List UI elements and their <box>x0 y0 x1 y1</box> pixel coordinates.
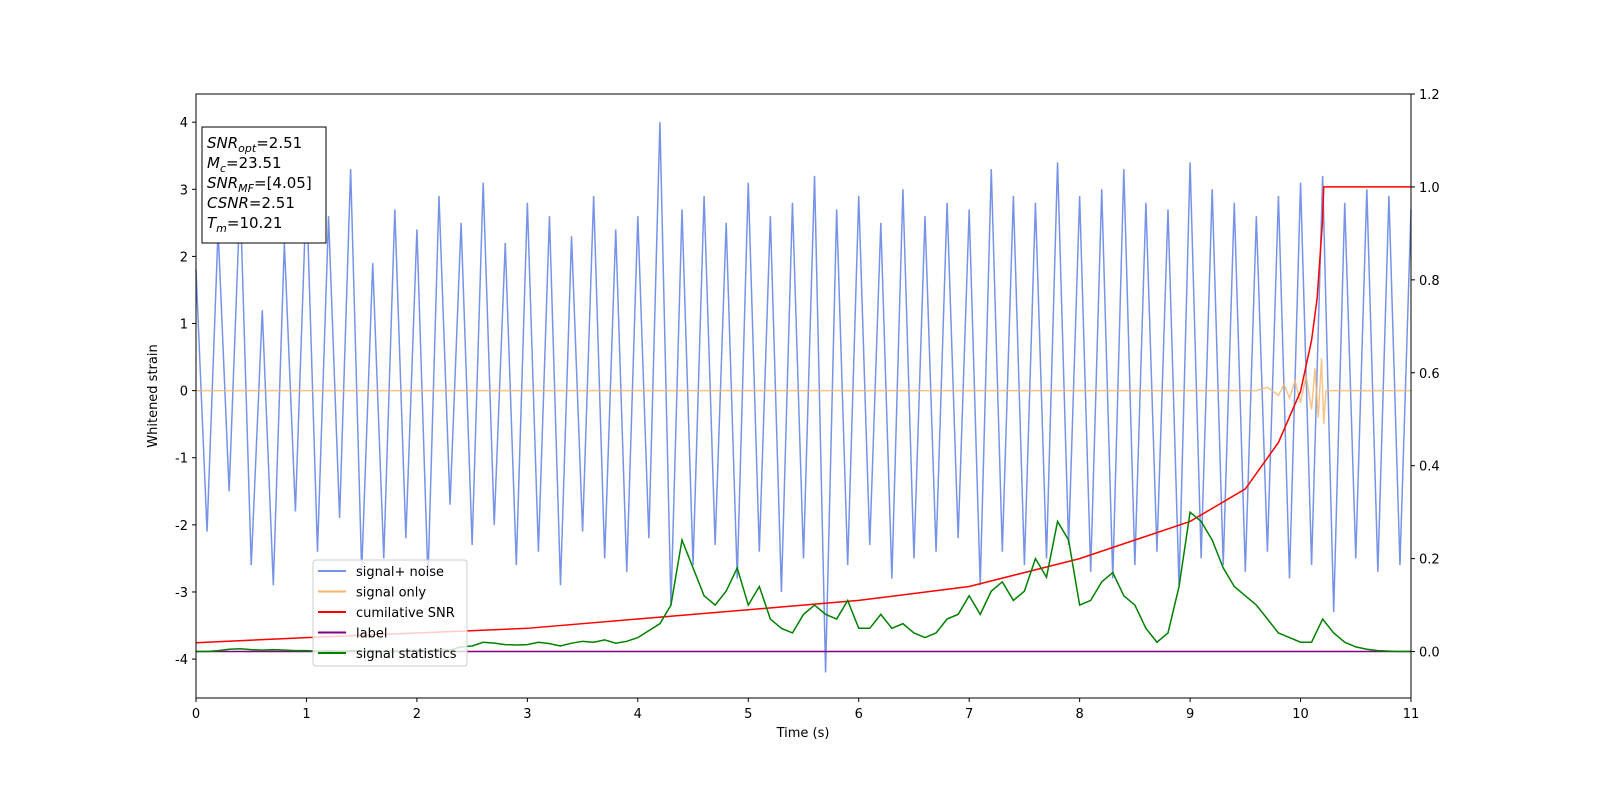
y-tick-label: -1 <box>175 452 188 467</box>
series-line <box>196 358 1411 425</box>
x-tick-label: 9 <box>1186 707 1194 722</box>
x-tick-label: 11 <box>1403 707 1420 722</box>
annotation-value: =[4.05] <box>254 174 312 192</box>
annotation: SNRMF=[4.05] <box>207 174 312 195</box>
annotation: SNRopt=2.51 <box>207 134 302 155</box>
x-axis-label: Time (s) <box>776 726 830 741</box>
y-tick-label: 3 <box>180 183 188 198</box>
annotation-name: SNR <box>207 174 238 192</box>
y-tick-label: -3 <box>175 586 188 601</box>
annotation-sub: m <box>216 222 227 235</box>
x-tick-label: 6 <box>855 707 863 722</box>
y-tick-label: 4 <box>180 116 188 131</box>
annotation-value: =23.51 <box>226 154 282 172</box>
y2-tick-label: 0.0 <box>1419 646 1440 661</box>
y2-tick-label: 1.2 <box>1419 88 1440 103</box>
y-tick-label: 2 <box>180 250 188 265</box>
y2-tick-label: 0.8 <box>1419 274 1440 289</box>
annotation-value: =2.51 <box>256 134 302 152</box>
y-tick-label: 1 <box>180 318 188 333</box>
x-tick-label: 5 <box>744 707 752 722</box>
annotation-sub: c <box>220 162 226 175</box>
annotation-name: SNR <box>207 134 238 152</box>
series-line <box>195 186 1411 644</box>
annotation-name: M <box>207 154 220 172</box>
annotation-box <box>201 126 327 244</box>
y2-tick-label: 0.4 <box>1419 460 1440 475</box>
annotation-value: =10.21 <box>227 214 283 232</box>
x-tick-label: 2 <box>413 707 421 722</box>
series-line <box>195 122 1412 673</box>
annotation: Mc=23.51 <box>207 154 282 175</box>
legend-label: cumilative SNR <box>356 606 455 621</box>
plot-frame <box>195 93 1412 699</box>
x-tick-label: 3 <box>523 707 531 722</box>
annotation-sub: opt <box>238 142 257 155</box>
x-tick-label: 1 <box>302 707 310 722</box>
annotation-name: T <box>207 214 218 232</box>
y2-tick-label: 0.6 <box>1419 367 1440 382</box>
legend-label: label <box>356 627 387 642</box>
legend-label: signal+ noise <box>356 565 444 580</box>
x-tick-label: 4 <box>634 707 642 722</box>
annotation: Tm=10.21 <box>207 214 282 235</box>
y-tick-label: -4 <box>175 653 188 668</box>
legend-box <box>312 559 468 667</box>
y-tick-label: 0 <box>180 385 188 400</box>
annotation-name: CSNR <box>207 194 249 212</box>
y-tick-label: -2 <box>175 519 188 534</box>
legend-label: signal statistics <box>356 647 457 662</box>
annotation-sub: MF <box>238 182 254 195</box>
x-tick-label: 7 <box>965 707 973 722</box>
legend-label: signal only <box>356 586 426 601</box>
x-tick-label: 10 <box>1292 707 1309 722</box>
x-tick-label: 0 <box>192 707 200 722</box>
x-tick-label: 8 <box>1075 707 1083 722</box>
annotation: CSNR=2.51 <box>207 194 295 212</box>
y2-tick-label: 0.2 <box>1419 553 1440 568</box>
y-axis-label: Whitened strain <box>146 344 161 447</box>
annotation-value: =2.51 <box>249 194 295 212</box>
y2-tick-label: 1.0 <box>1419 181 1440 196</box>
